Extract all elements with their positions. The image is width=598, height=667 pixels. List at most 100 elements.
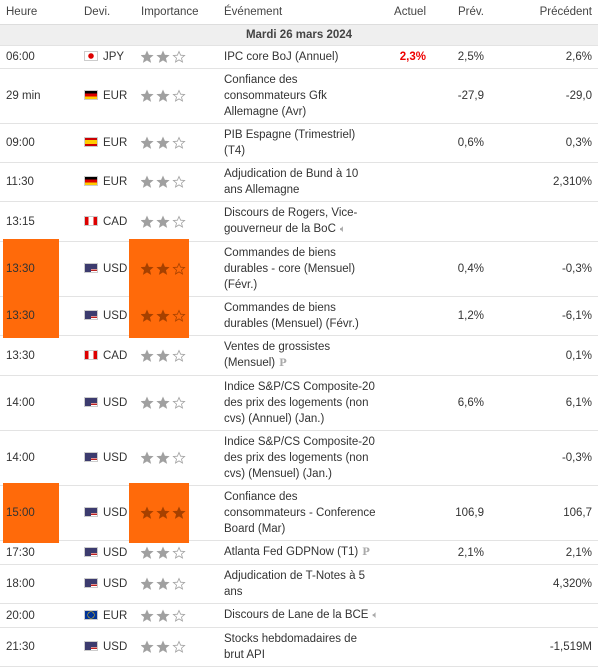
column-header: Importance xyxy=(135,0,218,25)
event-name: Discours de Lane de la BCE xyxy=(224,609,369,621)
speaker-icon: 🔈︎ xyxy=(339,224,346,235)
time: 20:00 xyxy=(6,609,35,622)
flag-icon xyxy=(84,546,98,557)
importance-stars xyxy=(140,309,186,323)
date-row: Mardi 26 mars 2024 xyxy=(0,24,598,46)
event-cell: IPC core BoJ (Annuel) xyxy=(218,45,385,69)
currency: CAD xyxy=(103,349,128,362)
time-cell: 14:00 xyxy=(0,430,78,486)
star xyxy=(140,349,154,362)
currency: CAD xyxy=(103,215,128,228)
currency-cell: CAD xyxy=(78,335,135,376)
previous-cell: 0,3% xyxy=(490,123,598,163)
event-name: Commandes de biens durables (Mensuel) (F… xyxy=(224,302,359,330)
flag-icon xyxy=(84,609,98,620)
importance-stars xyxy=(140,451,186,465)
star xyxy=(140,175,154,189)
time: 14:00 xyxy=(6,397,35,409)
event-row: 11:30 EUR Adjudication de Bund à 10 ans Al… xyxy=(0,162,598,202)
currency-cell: CAD xyxy=(78,201,135,242)
star xyxy=(156,396,170,410)
event-row: 13:15 CAD Discours de Rogers, Vice-gouvern… xyxy=(0,201,598,242)
importance-cell xyxy=(135,430,218,486)
currency-cell: USD xyxy=(78,375,135,431)
importance-cell xyxy=(135,603,218,628)
flag-icon xyxy=(84,641,98,651)
currency: EUR xyxy=(103,609,128,622)
event-cell: Ventes de grossistes (Mensuel) P xyxy=(218,335,385,376)
star xyxy=(140,396,154,410)
time-cell: 11:30 xyxy=(0,162,78,202)
importance-stars xyxy=(140,640,186,654)
importance-stars xyxy=(140,396,186,410)
event-name: Adjudication de T-Notes à 5 ans xyxy=(224,570,366,598)
actual-cell: 2,3% xyxy=(385,45,432,69)
time: 15:00 xyxy=(6,507,35,519)
actual-cell xyxy=(385,68,432,124)
preliminary-icon: P xyxy=(362,547,370,558)
star xyxy=(172,577,186,591)
event-cell: PIB Espagne (Trimestriel) (T4) xyxy=(218,123,385,163)
star xyxy=(172,175,186,189)
importance-stars xyxy=(140,175,186,189)
flag-icon xyxy=(84,349,98,360)
actual-cell xyxy=(385,123,432,163)
event-cell: Adjudication de T-Notes à 5 ans xyxy=(218,564,385,604)
event-name: Adjudication de Bund à 10 ans Allemagne xyxy=(224,168,359,196)
currency-cell: EUR xyxy=(78,162,135,202)
time: 13:30 xyxy=(6,349,35,362)
event-cell: Indice S&P/CS Composite-20 des prix des … xyxy=(218,375,385,431)
event-name: Indice S&P/CS Composite-20 des prix des … xyxy=(224,381,375,425)
star xyxy=(140,451,154,465)
previous-cell: -29,0 xyxy=(490,68,598,124)
importance-stars xyxy=(140,215,186,228)
time-cell: 13:30 xyxy=(0,239,78,299)
flag-icon xyxy=(84,215,98,226)
star xyxy=(140,50,154,64)
previous-cell: 106,7 xyxy=(490,485,598,541)
currency-cell: EUR xyxy=(78,68,135,124)
importance-cell xyxy=(135,627,218,667)
actual-cell xyxy=(385,430,432,486)
time-cell: 13:30 xyxy=(0,335,78,376)
currency: USD xyxy=(103,452,128,464)
previous-cell: -0,3% xyxy=(490,430,598,486)
event-name: Confiance des consommateurs Gfk Allemagn… xyxy=(224,74,327,118)
importance-stars xyxy=(140,50,186,64)
time: 11:30 xyxy=(6,176,34,188)
time-cell: 29 min xyxy=(0,68,78,124)
currency-cell: USD xyxy=(78,241,135,297)
star xyxy=(156,577,170,591)
star xyxy=(172,640,186,654)
importance-stars xyxy=(140,89,186,103)
actual-cell xyxy=(385,564,432,604)
actual-cell xyxy=(385,201,432,242)
event-name: Stocks hebdomadaires de brut API xyxy=(224,633,357,661)
column-header: Prév. xyxy=(432,0,490,25)
importance-cell xyxy=(135,540,218,565)
importance-stars xyxy=(140,609,186,622)
forecast-cell xyxy=(432,162,490,202)
highlight xyxy=(3,483,59,543)
importance-stars xyxy=(140,546,186,559)
event-name: Discours de Rogers, Vice-gouverneur de l… xyxy=(224,207,358,235)
star xyxy=(140,215,154,228)
event-name: Confiance des consommateurs - Conference… xyxy=(224,491,376,535)
currency-cell: EUR xyxy=(78,603,135,628)
currency-cell: USD xyxy=(78,485,135,541)
star xyxy=(156,136,170,150)
time-cell: 06:00 xyxy=(0,45,78,69)
forecast-cell: 6,6% xyxy=(432,375,490,431)
event-cell: Discours de Rogers, Vice-gouverneur de l… xyxy=(218,201,385,242)
currency-cell: JPY xyxy=(78,45,135,69)
speaker-icon: 🔈︎ xyxy=(372,610,379,621)
currency: JPY xyxy=(103,51,125,63)
actual-cell xyxy=(385,627,432,667)
flag-icon xyxy=(84,51,98,61)
flag-icon xyxy=(84,90,98,100)
importance-cell xyxy=(135,123,218,163)
actual-cell xyxy=(385,335,432,376)
time: 06:00 xyxy=(6,51,35,63)
event-row: 21:30 USD Stocks hebdomadaires de brut API… xyxy=(0,627,598,667)
